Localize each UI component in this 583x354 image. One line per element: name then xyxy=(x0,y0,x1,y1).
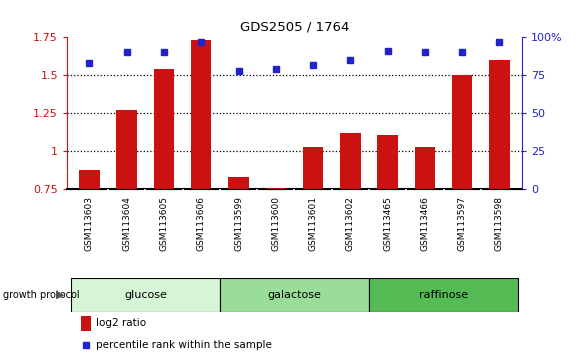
Text: log2 ratio: log2 ratio xyxy=(96,318,146,329)
Bar xyxy=(71,278,220,312)
Text: raffinose: raffinose xyxy=(419,290,468,300)
Text: GSM113466: GSM113466 xyxy=(420,196,429,251)
Bar xyxy=(452,75,472,189)
Text: GSM113600: GSM113600 xyxy=(271,196,280,251)
Text: GSM113605: GSM113605 xyxy=(160,196,168,251)
Text: glucose: glucose xyxy=(124,290,167,300)
Bar xyxy=(377,135,398,189)
Bar xyxy=(191,40,212,189)
Bar xyxy=(79,170,100,189)
Text: GDS2505 / 1764: GDS2505 / 1764 xyxy=(240,21,349,34)
Bar xyxy=(229,177,249,189)
Text: GSM113597: GSM113597 xyxy=(458,196,466,251)
Bar xyxy=(369,278,518,312)
Bar xyxy=(117,110,137,189)
Bar xyxy=(81,316,91,331)
Text: GSM113465: GSM113465 xyxy=(383,196,392,251)
Text: GSM113603: GSM113603 xyxy=(85,196,94,251)
Bar xyxy=(220,278,369,312)
Text: GSM113601: GSM113601 xyxy=(308,196,318,251)
Text: GSM113598: GSM113598 xyxy=(495,196,504,251)
Text: GSM113606: GSM113606 xyxy=(196,196,206,251)
Text: GSM113604: GSM113604 xyxy=(122,196,131,251)
Bar xyxy=(489,60,510,189)
Text: growth protocol: growth protocol xyxy=(3,290,79,300)
Text: galactose: galactose xyxy=(268,290,321,300)
Text: GSM113602: GSM113602 xyxy=(346,196,355,251)
Text: percentile rank within the sample: percentile rank within the sample xyxy=(96,339,272,350)
Bar xyxy=(340,133,360,189)
Text: GSM113599: GSM113599 xyxy=(234,196,243,251)
Bar xyxy=(415,147,435,189)
Bar xyxy=(303,147,324,189)
Text: ▶: ▶ xyxy=(55,290,64,300)
Bar xyxy=(265,188,286,189)
Bar xyxy=(154,69,174,189)
